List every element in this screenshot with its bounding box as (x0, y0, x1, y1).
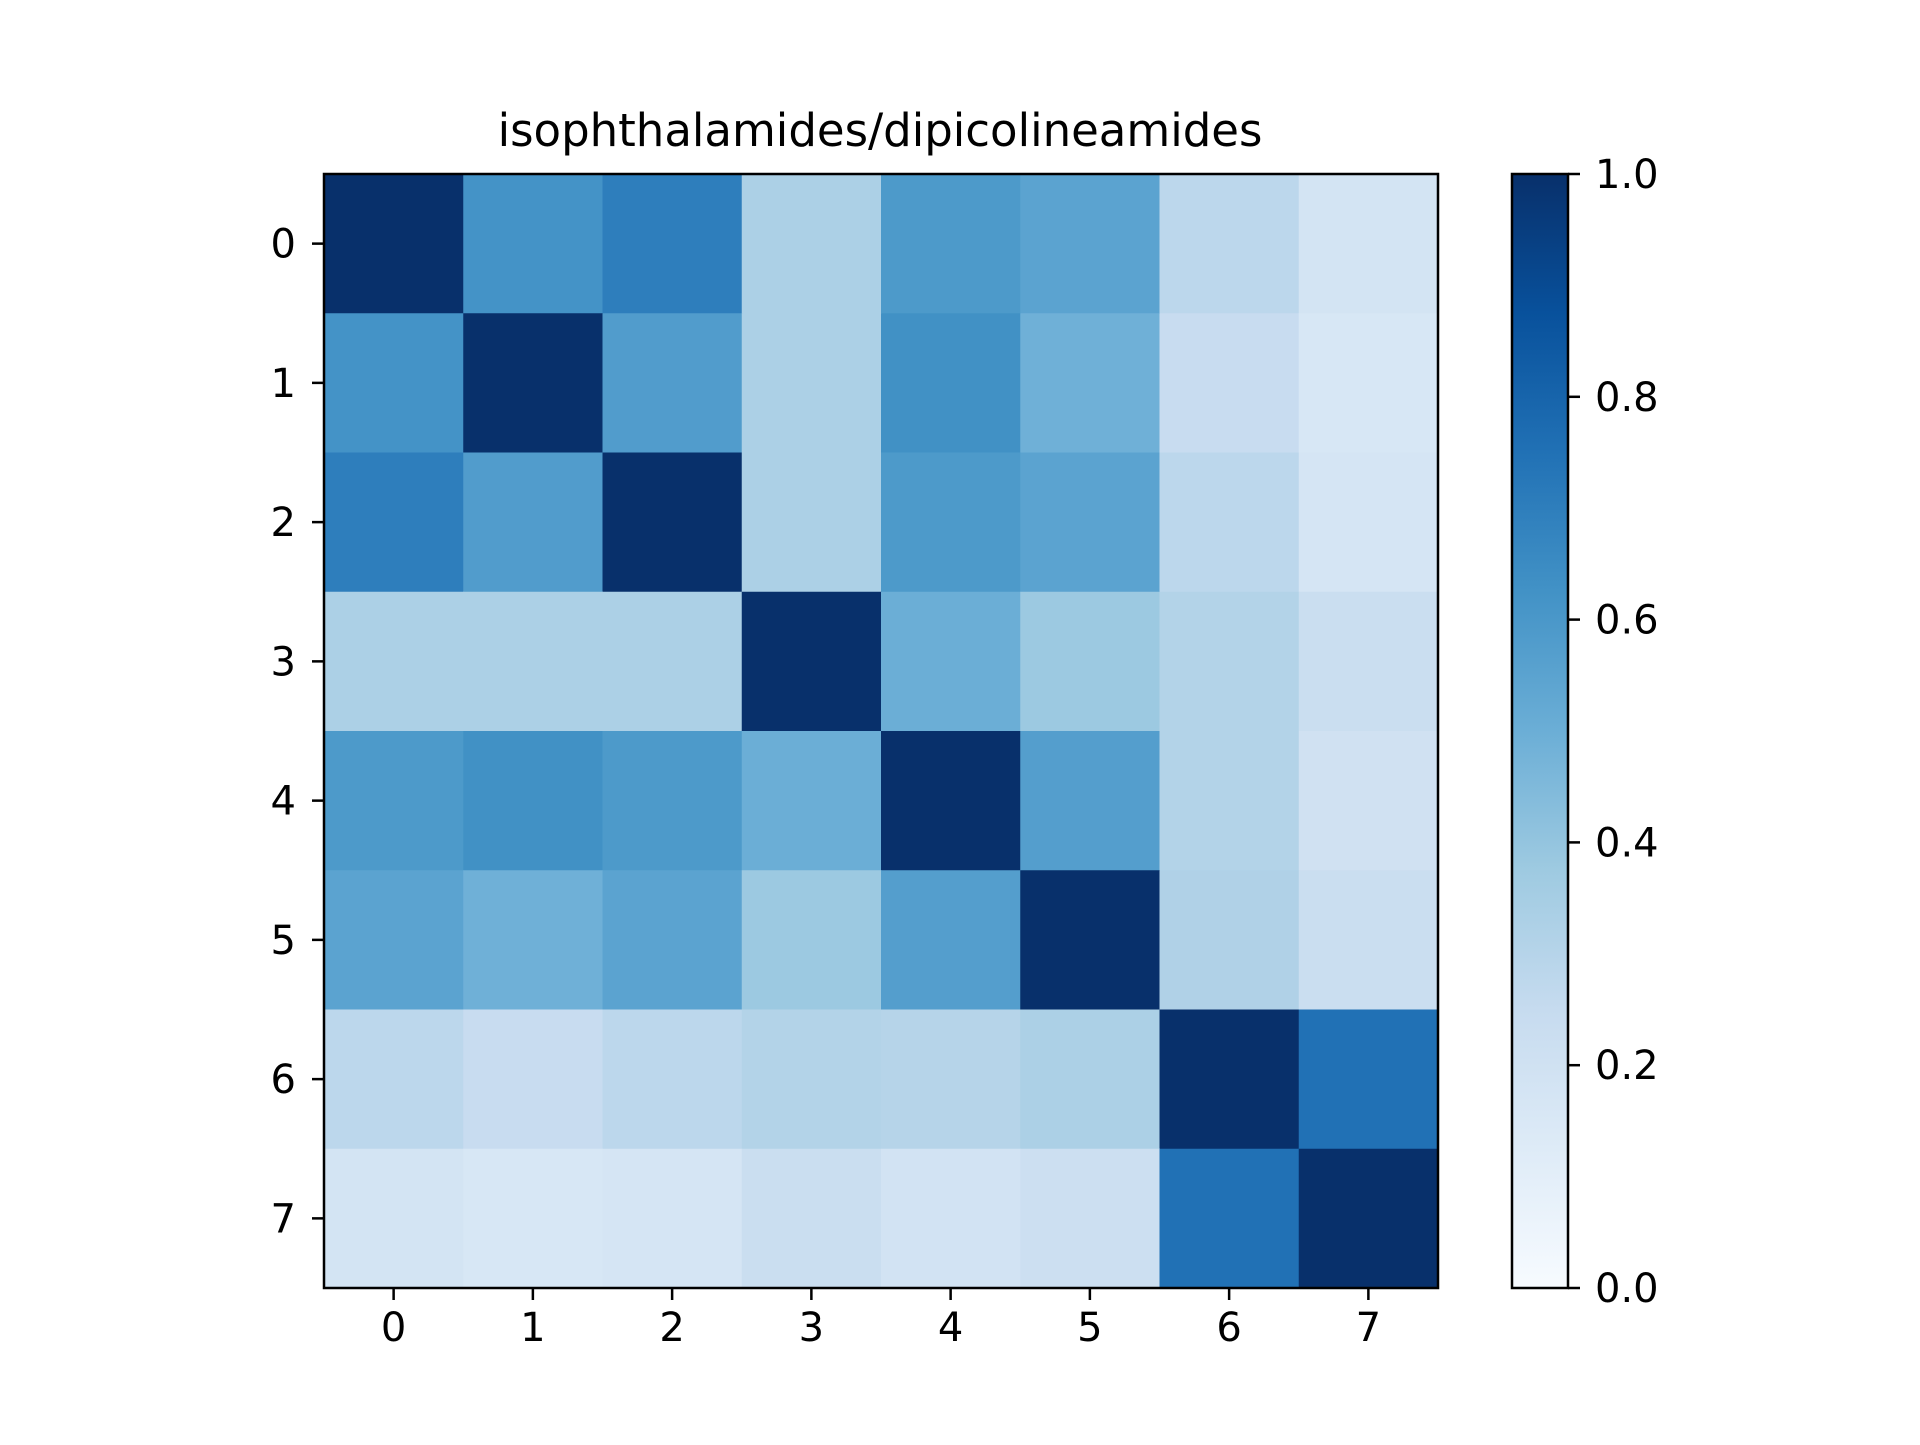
plot-frame (322, 172, 1440, 1290)
heatmap-cell-r6-c1 (463, 1009, 603, 1150)
heatmap-cell-r5-c1 (463, 870, 603, 1010)
heatmap-cell-r0-c5 (1020, 174, 1160, 314)
x-tick-label: 4 (938, 1305, 963, 1351)
x-tick-label: 2 (659, 1305, 684, 1351)
heatmap-cell-r5-c7 (1298, 870, 1439, 1010)
heatmap-cell-r5-c4 (881, 870, 1021, 1010)
heatmap-cell-r4-c1 (463, 731, 603, 871)
y-tick-label: 5 (271, 918, 296, 964)
x-axis: 0 1 2 3 4 5 6 7 (381, 1288, 1381, 1351)
heatmap-cell-r6-c5 (1020, 1009, 1160, 1150)
heatmap-cell-r7-c0 (324, 1148, 464, 1289)
heatmap-cell-r5-c3 (741, 870, 882, 1010)
heatmap-cell-r1-c3 (741, 313, 882, 453)
heatmap-cell-r6-c0 (324, 1009, 464, 1150)
heatmap-cell-r0-c7 (1298, 174, 1439, 314)
heatmap-cell-r7-c5 (1020, 1148, 1160, 1289)
x-tick-label: 1 (520, 1305, 545, 1351)
heatmap-cell-r7-c1 (463, 1148, 603, 1289)
heatmap-cell-r1-c1 (463, 313, 603, 453)
y-tick-label: 3 (271, 639, 296, 685)
heatmap-cell-r7-c7 (1298, 1148, 1439, 1289)
heatmap-cell-r5-c6 (1159, 870, 1300, 1010)
heatmap-cell-r2-c3 (741, 452, 882, 593)
heatmap-cell-r1-c2 (602, 313, 743, 453)
heatmap-cell-r3-c7 (1298, 591, 1439, 732)
x-tick-label: 6 (1216, 1305, 1241, 1351)
heatmap-cell-r7-c6 (1159, 1148, 1300, 1289)
colorbar-frame (1510, 172, 1570, 1290)
heatmap-cell-r0-c3 (741, 174, 882, 314)
heatmap-cell-r1-c5 (1020, 313, 1160, 453)
colorbar-tick-label: 0.2 (1595, 1043, 1659, 1089)
heatmap-cell-r0-c6 (1159, 174, 1300, 314)
colorbar-tick-label: 0.6 (1595, 598, 1659, 644)
heatmap-cell-r7-c3 (741, 1148, 882, 1289)
heatmap-cell-r2-c2 (602, 452, 743, 593)
heatmap-cell-r5-c0 (324, 870, 464, 1010)
heatmap-cell-r1-c0 (324, 313, 464, 453)
heatmap-cell-r1-c7 (1298, 313, 1439, 453)
y-tick-label: 2 (271, 500, 296, 546)
colorbar-gradient (1512, 174, 1568, 1288)
heatmap-cell-r0-c0 (324, 174, 464, 314)
heatmap-cell-r4-c7 (1298, 731, 1439, 871)
y-tick-label: 4 (271, 779, 296, 825)
heatmap-cell-r6-c6 (1159, 1009, 1300, 1150)
y-tick-label: 6 (271, 1057, 296, 1103)
heatmap-cell-r2-c7 (1298, 452, 1439, 593)
heatmap-cell-r6-c7 (1298, 1009, 1439, 1150)
heatmap-cell-r5-c5 (1020, 870, 1160, 1010)
heatmap-cell-r5-c2 (602, 870, 743, 1010)
x-tick-label: 5 (1077, 1305, 1102, 1351)
heatmap-cell-r1-c6 (1159, 313, 1300, 453)
heatmap-cell-r6-c4 (881, 1009, 1021, 1150)
chart-title: isophthalamides/dipicolineamides (498, 104, 1263, 157)
colorbar: 0.0 0.2 0.4 0.6 0.8 1.0 (1510, 152, 1659, 1312)
heatmap-cell-r7-c4 (881, 1148, 1021, 1289)
x-tick-label: 7 (1356, 1305, 1381, 1351)
heatmap-cell-r3-c3 (741, 591, 882, 732)
heatmap-cell-r2-c4 (881, 452, 1021, 593)
heatmap-cell-r2-c5 (1020, 452, 1160, 593)
heatmap-cell-r3-c6 (1159, 591, 1300, 732)
colorbar-tick-label: 0.8 (1595, 375, 1659, 421)
y-tick-label: 0 (271, 222, 296, 268)
heatmap-cell-r3-c5 (1020, 591, 1160, 732)
y-axis: 0 1 2 3 4 5 6 7 (271, 222, 324, 1242)
heatmap-cell-r4-c2 (602, 731, 743, 871)
heatmap-cell-r4-c6 (1159, 731, 1300, 871)
heatmap-cell-r2-c0 (324, 452, 464, 593)
colorbar-tick-label: 1.0 (1595, 152, 1659, 198)
colorbar-tick-label: 0.0 (1595, 1266, 1659, 1312)
heatmap-cell-r3-c4 (881, 591, 1021, 732)
heatmap-cell-r3-c1 (463, 591, 603, 732)
heatmap-cell-r6-c2 (602, 1009, 743, 1150)
heatmap-cell-r4-c4 (881, 731, 1021, 871)
heatmap-cells (324, 174, 1439, 1289)
colorbar-tick-label: 0.4 (1595, 820, 1659, 866)
heatmap-cell-r2-c6 (1159, 452, 1300, 593)
heatmap-cell-r0-c4 (881, 174, 1021, 314)
heatmap-cell-r3-c0 (324, 591, 464, 732)
x-tick-label: 3 (799, 1305, 824, 1351)
heatmap-cell-r1-c4 (881, 313, 1021, 453)
heatmap-cell-r3-c2 (602, 591, 743, 732)
heatmap-cell-r4-c3 (741, 731, 882, 871)
heatmap-cell-r6-c3 (741, 1009, 882, 1150)
heatmap-cell-r4-c5 (1020, 731, 1160, 871)
heatmap-cell-r7-c2 (602, 1148, 743, 1289)
y-tick-label: 1 (271, 361, 296, 407)
heatmap-cell-r4-c0 (324, 731, 464, 871)
heatmap-cell-r2-c1 (463, 452, 603, 593)
heatmap-cell-r0-c1 (463, 174, 603, 314)
x-tick-label: 0 (381, 1305, 406, 1351)
y-tick-label: 7 (271, 1196, 296, 1242)
heatmap-cell-r0-c2 (602, 174, 743, 314)
